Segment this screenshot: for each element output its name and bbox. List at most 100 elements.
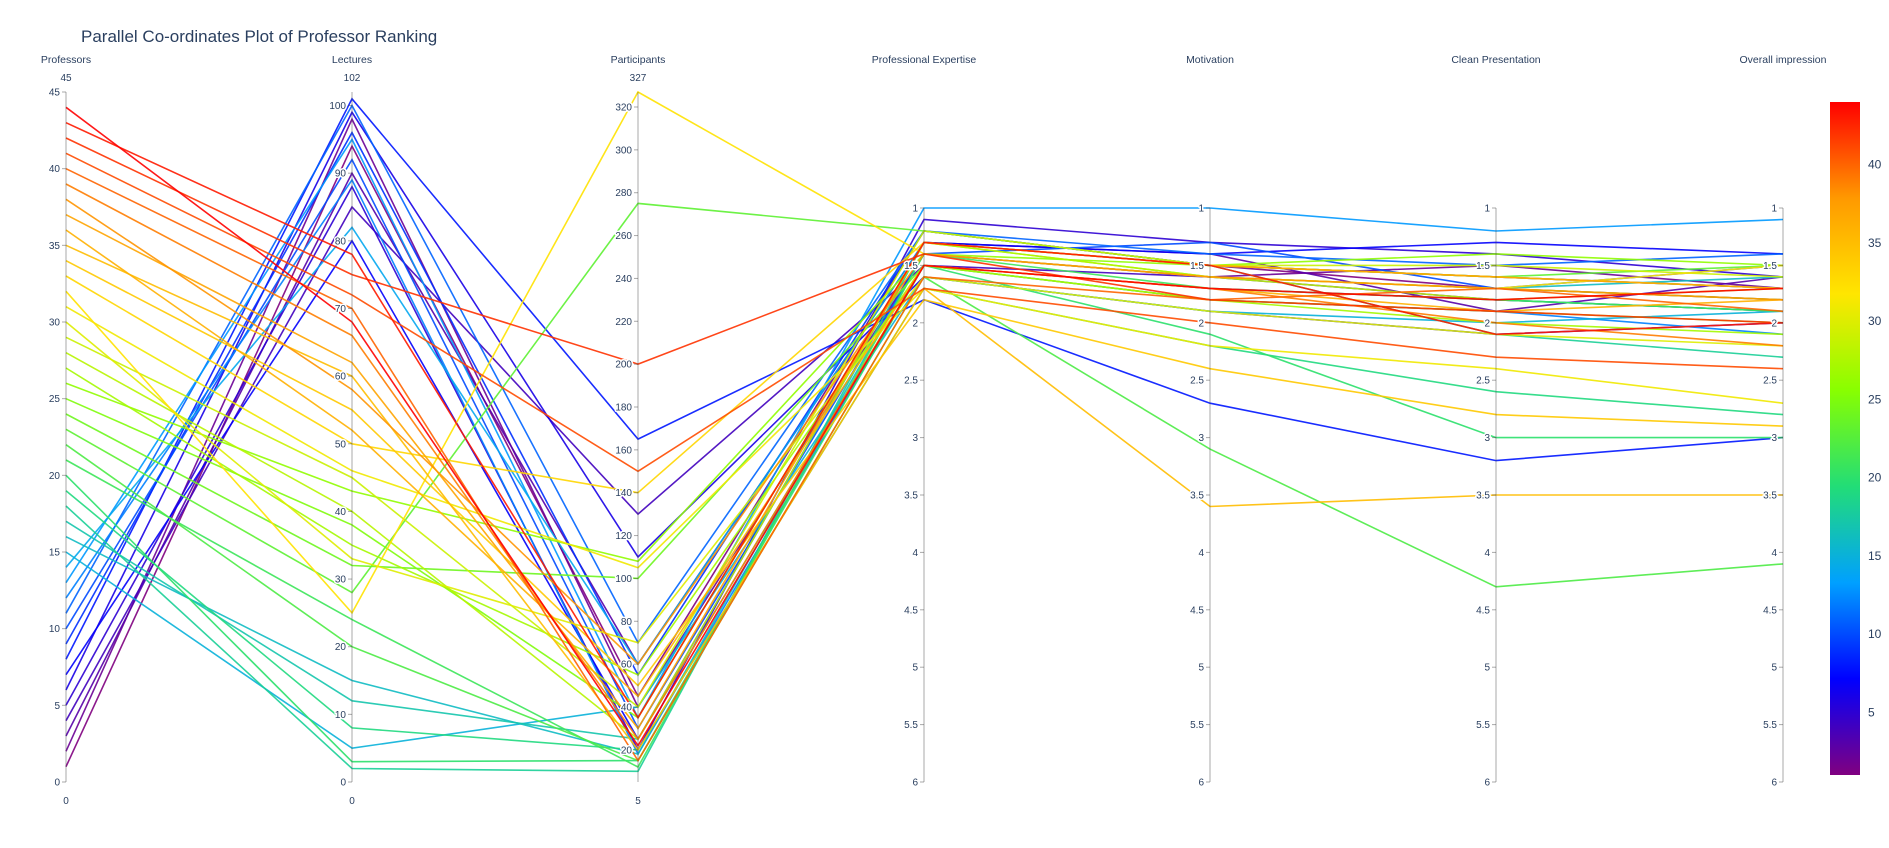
axis-title: Clean Presentation xyxy=(1451,54,1540,66)
tick-label: 3 xyxy=(1198,433,1204,444)
professor-line xyxy=(65,167,1784,763)
tick-label: 2 xyxy=(1484,318,1490,329)
axis-professors[interactable]: Professors 45 00 5 10 15 20 25 30 35 40 45 xyxy=(41,54,91,807)
tick-label: 60 xyxy=(335,372,347,383)
colorbar-tick-label: 20 xyxy=(1868,471,1882,485)
polylines xyxy=(65,90,1784,773)
axis-title: Lectures xyxy=(332,54,372,66)
axis-title: Professional Expertise xyxy=(872,54,977,66)
tick-label: 3 xyxy=(1771,433,1777,444)
tick-label: 5 xyxy=(54,701,60,712)
tick-label: 180 xyxy=(615,403,632,414)
tick-label: 5.5 xyxy=(1763,720,1777,731)
tick-label: 2 xyxy=(912,318,918,329)
tick-label: 4.5 xyxy=(1476,605,1490,616)
tick-label: 240 xyxy=(615,274,632,285)
tick-label: 40 xyxy=(335,507,347,518)
tick-label: 1.5 xyxy=(1763,261,1777,272)
tick-label: 30 xyxy=(49,318,61,329)
tick-label: 2 xyxy=(1771,318,1777,329)
tick-label: 2 xyxy=(1198,318,1204,329)
axis-participants[interactable]: Participants 327 5 20 40 60 80 100 120 140 160 180 2… xyxy=(611,54,666,807)
tick-label: 100 xyxy=(615,574,632,585)
tick-label: 200 xyxy=(615,360,632,371)
axis-overall-impression[interactable]: Overall impression 1 1.5 2 2.5 3 3.5 4 4.5 5 5.5 6 xyxy=(1740,54,1827,790)
tick-label: 4.5 xyxy=(1190,605,1204,616)
tick-label: 20 xyxy=(335,642,347,653)
axis-min-label: 5 xyxy=(635,796,641,807)
tick-label: 3 xyxy=(912,433,918,444)
tick-label: 4 xyxy=(1198,548,1204,559)
tick-label: 70 xyxy=(335,304,347,315)
colorbar-tick-label: 15 xyxy=(1868,549,1882,563)
tick-label: 3.5 xyxy=(1190,491,1204,502)
chart-title: Parallel Co-ordinates Plot of Professor … xyxy=(81,27,437,46)
professor-line xyxy=(65,152,1784,473)
axis-title: Participants xyxy=(611,54,666,66)
axis-title: Professors xyxy=(41,54,91,66)
professor-line xyxy=(65,121,1784,720)
tick-label: 40 xyxy=(621,703,633,714)
tick-label: 1.5 xyxy=(1476,261,1490,272)
tick-label: 5.5 xyxy=(1190,720,1204,731)
tick-label: 10 xyxy=(49,624,61,635)
tick-label: 6 xyxy=(1198,778,1204,789)
colorbar-tick-label: 10 xyxy=(1868,627,1882,641)
tick-label: 0 xyxy=(54,778,60,789)
tick-label: 2.5 xyxy=(1763,376,1777,387)
tick-label: 220 xyxy=(615,317,632,328)
tick-label: 320 xyxy=(615,103,632,114)
tick-label: 100 xyxy=(329,101,346,112)
axes: Professors450051015202530354045Lectures1… xyxy=(41,54,1827,807)
tick-label: 1 xyxy=(1484,204,1490,215)
professor-line xyxy=(65,137,1784,720)
tick-label: 2.5 xyxy=(1476,376,1490,387)
tick-label: 25 xyxy=(49,394,61,405)
tick-label: 2.5 xyxy=(904,376,918,387)
tick-label: 4.5 xyxy=(904,605,918,616)
tick-label: 1 xyxy=(1198,204,1204,215)
tick-label: 5.5 xyxy=(904,720,918,731)
tick-label: 140 xyxy=(615,488,632,499)
tick-label: 280 xyxy=(615,188,632,199)
tick-label: 60 xyxy=(621,660,633,671)
axis-title: Overall impression xyxy=(1740,54,1827,66)
tick-label: 5 xyxy=(1198,663,1204,674)
colorbar: 5 10 15 20 25 30 35 40 xyxy=(1830,102,1882,775)
axis-max-label: 102 xyxy=(344,73,361,84)
tick-label: 10 xyxy=(335,710,347,721)
tick-label: 90 xyxy=(335,169,347,180)
colorbar-tick-label: 40 xyxy=(1868,158,1882,172)
axis-min-label: 0 xyxy=(63,796,69,807)
colorbar-gradient xyxy=(1830,102,1860,775)
tick-label: 4 xyxy=(1771,548,1777,559)
tick-label: 120 xyxy=(615,531,632,542)
axis-title: Motivation xyxy=(1186,54,1234,66)
tick-label: 4.5 xyxy=(1763,605,1777,616)
tick-label: 4 xyxy=(1484,548,1490,559)
colorbar-tick-label: 30 xyxy=(1868,314,1882,328)
tick-label: 20 xyxy=(49,471,61,482)
tick-label: 50 xyxy=(335,439,347,450)
tick-label: 300 xyxy=(615,145,632,156)
tick-label: 1 xyxy=(912,204,918,215)
tick-label: 160 xyxy=(615,445,632,456)
tick-label: 1.5 xyxy=(1190,261,1204,272)
axis-motivation[interactable]: Motivation 1 1.5 2 2.5 3 3.5 4 4.5 5 5.5 6 xyxy=(1186,54,1234,790)
axis-professional-expertise[interactable]: Professional Expertise 1 1.5 2 2.5 3 3.5 4 4.5 5 5… xyxy=(872,54,977,790)
professor-line xyxy=(65,137,1784,365)
tick-label: 20 xyxy=(621,745,633,756)
tick-label: 6 xyxy=(1771,778,1777,789)
tick-label: 1.5 xyxy=(904,261,918,272)
tick-label: 6 xyxy=(912,778,918,789)
tick-label: 0 xyxy=(340,778,346,789)
professor-line xyxy=(65,259,1784,687)
axis-clean-presentation[interactable]: Clean Presentation 1 1.5 2 2.5 3 3.5 4 4.5 5 5.5 6 xyxy=(1451,54,1540,790)
colorbar-tick-label: 25 xyxy=(1868,392,1882,406)
axis-max-label: 327 xyxy=(630,73,647,84)
tick-label: 30 xyxy=(335,575,347,586)
tick-label: 3 xyxy=(1484,433,1490,444)
tick-label: 5 xyxy=(912,663,918,674)
